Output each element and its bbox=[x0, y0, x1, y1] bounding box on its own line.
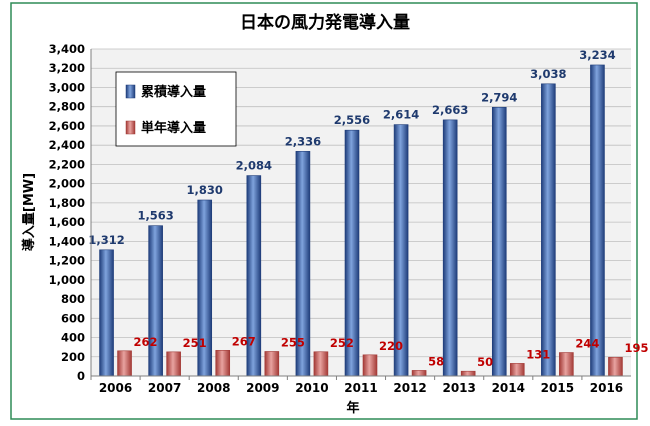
y-tick-label: 1,400 bbox=[49, 234, 85, 248]
bar-annual bbox=[460, 370, 476, 377]
data-label: 2,084 bbox=[236, 159, 272, 173]
value-labels: 1,312 262 1,563 251 1,830 267 2,084 255 2,336 252… bbox=[88, 48, 648, 369]
x-tick-label: 2008 bbox=[197, 381, 230, 395]
y-tick-label: 600 bbox=[61, 311, 85, 325]
x-tick-label: 2016 bbox=[590, 381, 623, 395]
data-label: 2,794 bbox=[481, 90, 517, 104]
x-tick-label: 2010 bbox=[295, 381, 328, 395]
bar-annual bbox=[362, 354, 378, 377]
bars bbox=[99, 64, 623, 377]
bar-cumulative bbox=[541, 83, 556, 377]
y-tick-label: 2,800 bbox=[49, 100, 85, 114]
data-label: 1,312 bbox=[88, 233, 124, 247]
bar-annual bbox=[117, 350, 132, 377]
y-tick-label: 0 bbox=[77, 369, 85, 383]
legend-label-cumulative: 累積導入量 bbox=[141, 84, 206, 100]
chart-title: 日本の風力発電導入量 bbox=[240, 12, 410, 33]
legend: 累積導入量 単年導入量 bbox=[115, 71, 237, 147]
bar-annual bbox=[166, 351, 181, 377]
y-tick-label: 2,000 bbox=[49, 177, 85, 191]
data-label: 1,563 bbox=[137, 209, 173, 223]
data-label: 252 bbox=[330, 336, 354, 350]
bar-cumulative bbox=[99, 249, 114, 377]
data-label: 2,614 bbox=[383, 108, 419, 122]
data-label: 2,663 bbox=[432, 103, 468, 117]
x-tick-label: 2009 bbox=[246, 381, 279, 395]
data-label: 1,830 bbox=[187, 183, 223, 197]
y-tick-label: 2,200 bbox=[49, 157, 85, 171]
data-label: 244 bbox=[575, 337, 599, 351]
data-label: 58 bbox=[428, 354, 444, 368]
y-tick-label: 1,200 bbox=[49, 254, 85, 268]
x-tick-label: 2007 bbox=[148, 381, 181, 395]
y-tick-label: 1,000 bbox=[49, 273, 85, 287]
legend-swatch-cumulative bbox=[125, 84, 136, 99]
data-label: 267 bbox=[232, 334, 256, 348]
x-tick-label: 2014 bbox=[492, 381, 525, 395]
x-axis-label: 年 bbox=[346, 400, 359, 416]
y-tick-label: 2,400 bbox=[49, 138, 85, 152]
x-tick-label: 2006 bbox=[99, 381, 132, 395]
data-label: 2,336 bbox=[285, 134, 321, 148]
x-tick-label: 2013 bbox=[442, 381, 475, 395]
y-axis-label: 導入量[MW] bbox=[21, 173, 37, 251]
data-label: 3,038 bbox=[530, 67, 566, 81]
y-tick-label: 400 bbox=[61, 331, 85, 345]
bar-cumulative bbox=[148, 225, 163, 377]
y-tick-label: 3,000 bbox=[49, 80, 85, 94]
data-label: 220 bbox=[379, 339, 403, 353]
data-label: 262 bbox=[134, 335, 158, 349]
bar-annual bbox=[411, 370, 427, 377]
y-tick-label: 2,600 bbox=[49, 119, 85, 133]
x-tick-label: 2012 bbox=[393, 381, 426, 395]
y-tick-label: 800 bbox=[61, 292, 85, 306]
data-label: 251 bbox=[183, 336, 207, 350]
bar-annual bbox=[313, 351, 329, 377]
x-tick-label: 2015 bbox=[541, 381, 574, 395]
bar-cumulative bbox=[491, 106, 507, 377]
data-label: 2,556 bbox=[334, 113, 370, 127]
x-axis-ticks: 2006 2007 2008 2009 2010 2011 2012 2013 2014 2015… bbox=[90, 376, 623, 395]
bar-cumulative bbox=[590, 64, 605, 377]
x-tick-label: 2011 bbox=[344, 381, 377, 395]
y-tick-label: 1,600 bbox=[49, 215, 85, 229]
legend-box bbox=[115, 71, 237, 147]
data-label: 255 bbox=[281, 335, 305, 349]
gridlines bbox=[91, 48, 631, 377]
bar-cumulative bbox=[442, 119, 458, 377]
y-tick-label: 1,800 bbox=[49, 196, 85, 210]
y-tick-label: 200 bbox=[61, 350, 85, 364]
y-tick-label: 3,200 bbox=[49, 61, 85, 75]
bar-annual bbox=[509, 363, 525, 377]
data-label: 50 bbox=[477, 355, 493, 369]
data-label: 3,234 bbox=[579, 48, 615, 62]
legend-swatch-annual bbox=[125, 120, 136, 135]
data-label: 195 bbox=[624, 341, 648, 355]
bar-annual bbox=[215, 350, 231, 377]
legend-label-annual: 単年導入量 bbox=[141, 120, 206, 136]
bar-annual bbox=[264, 351, 280, 377]
y-tick-label: 3,400 bbox=[49, 42, 85, 56]
y-axis-ticks: 0 200 400 600 800 1,000 1,200 1,400 1,600 1,800 2,… bbox=[49, 42, 85, 383]
bar-annual bbox=[608, 356, 623, 377]
data-label: 131 bbox=[526, 347, 550, 361]
bar-annual bbox=[559, 352, 574, 377]
